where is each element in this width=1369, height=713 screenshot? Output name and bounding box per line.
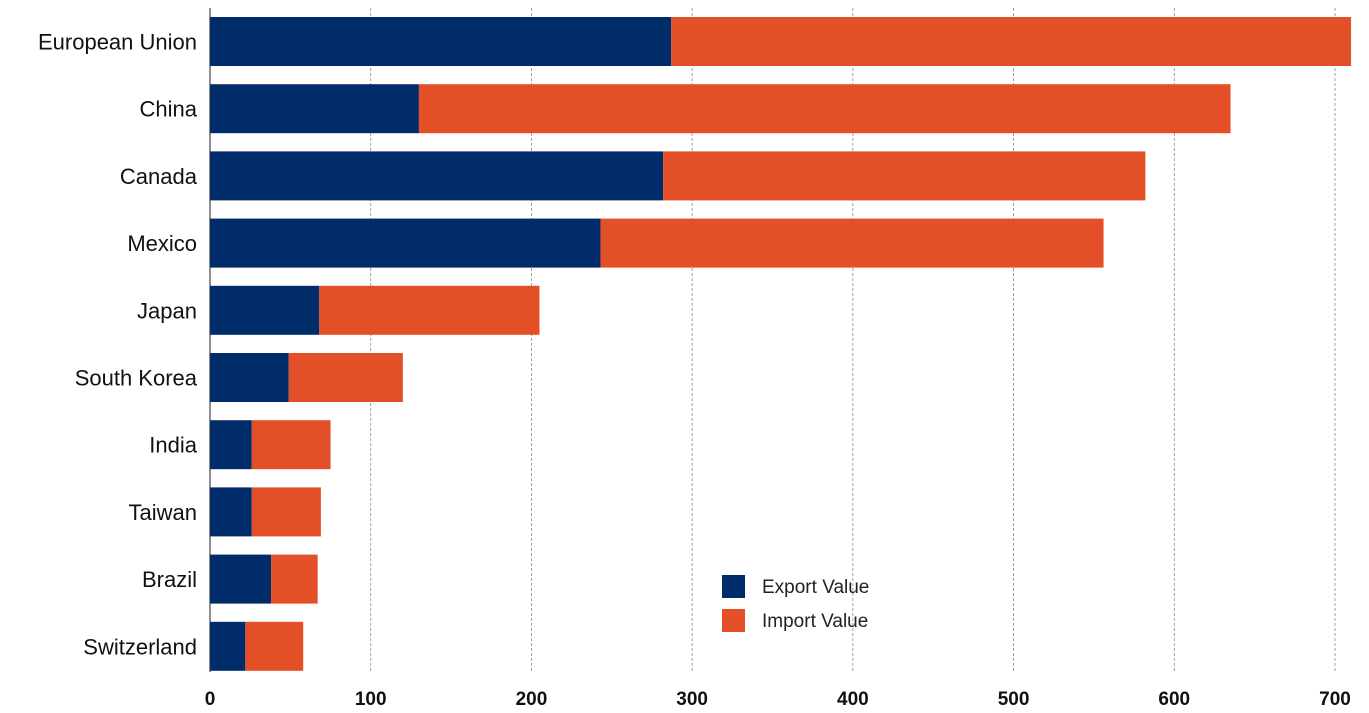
bar-export-japan: [210, 285, 320, 335]
category-label: Canada: [120, 164, 198, 189]
category-label: South Korea: [75, 366, 198, 391]
category-label: China: [140, 97, 198, 122]
x-tick-label: 0: [205, 689, 216, 710]
category-label: Taiwan: [129, 500, 197, 525]
bar-import-european-union: [671, 17, 1352, 66]
x-tick-label: 200: [516, 689, 548, 710]
bar-import-japan: [319, 285, 540, 335]
category-label: Switzerland: [83, 634, 197, 659]
bar-export-brazil: [210, 554, 272, 604]
bar-import-canada: [663, 151, 1146, 201]
legend-label-import: Import Value: [762, 611, 868, 632]
bar-import-taiwan: [251, 487, 321, 537]
category-label: Mexico: [127, 231, 197, 256]
bar-export-south-korea: [210, 353, 289, 402]
bars: [210, 17, 1352, 671]
category-label: Japan: [137, 298, 197, 323]
category-labels: European Union China Canada Mexico Japan Sout…: [38, 30, 198, 660]
x-axis-tick-labels: 0 100 200 300 400 500 600 700: [205, 689, 1351, 710]
bar-export-taiwan: [210, 487, 252, 537]
legend: Export Value Import Value: [722, 575, 869, 632]
category-label: Brazil: [142, 567, 197, 592]
legend-label-export: Export Value: [762, 577, 869, 598]
bar-export-canada: [210, 151, 664, 201]
bar-import-switzerland: [245, 621, 304, 671]
x-tick-label: 100: [355, 689, 387, 710]
bar-export-india: [210, 420, 252, 470]
x-tick-label: 500: [998, 689, 1030, 710]
bar-import-china: [418, 84, 1231, 134]
bar-export-european-union: [210, 17, 672, 66]
bar-export-china: [210, 84, 419, 134]
bar-import-india: [251, 420, 331, 470]
bar-export-switzerland: [210, 621, 246, 671]
legend-swatch-export: [722, 575, 745, 598]
bar-import-brazil: [271, 554, 318, 604]
x-tick-label: 400: [837, 689, 869, 710]
legend-swatch-import: [722, 609, 745, 632]
bar-import-mexico: [600, 218, 1104, 268]
bar-import-south-korea: [288, 353, 403, 402]
x-tick-label: 300: [676, 689, 708, 710]
x-tick-label: 700: [1319, 689, 1351, 710]
category-label: India: [149, 433, 197, 458]
bar-export-mexico: [210, 218, 601, 268]
category-label: European Union: [38, 30, 197, 55]
x-tick-label: 600: [1158, 689, 1190, 710]
